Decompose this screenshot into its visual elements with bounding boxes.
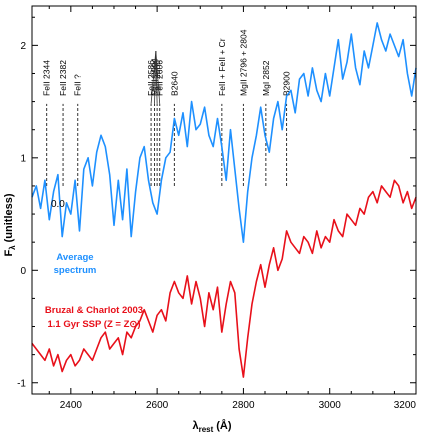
cluster-connector-line xyxy=(155,50,158,104)
line-marker-label: B2900 xyxy=(282,71,292,96)
x-tick-label: 2600 xyxy=(146,400,169,411)
line-marker: FeII 2600 xyxy=(152,60,162,186)
line-marker: FeII 2344 xyxy=(42,60,52,186)
feii-cluster-connector xyxy=(150,50,161,104)
x-axis-symbol: λ xyxy=(192,420,198,432)
line-marker: B2900 xyxy=(282,71,292,186)
line-marker: FeII 2586 xyxy=(146,60,156,186)
line-marker: B2640 xyxy=(169,71,179,186)
bruzual-charlot-label-line1: Bruzal & Charlot 2003 xyxy=(45,305,143,316)
axis-ticks: 2400 2600 2800 3000 3200 -1 0 1 2 xyxy=(17,6,417,411)
svg-text:λrest(Å): λrest (Å) xyxy=(192,419,231,434)
y-axis-label: Fλ (unitless) xyxy=(3,193,17,256)
line-marker-label: FeII + FeII + Cr xyxy=(217,38,227,96)
average-spectrum-label-line1: Average xyxy=(56,252,93,263)
line-marker-label: FeII 2600 xyxy=(152,60,162,96)
y-axis-unit: (unitless) xyxy=(3,193,15,242)
average-spectrum-line xyxy=(31,22,417,243)
line-marker-label: MnII 2594 xyxy=(150,58,160,96)
y-axis-subscript: λ xyxy=(8,245,17,250)
line-marker-label: FeII 2606 xyxy=(155,60,165,96)
y-tick-label: 2 xyxy=(20,41,26,52)
line-marker-label: MgI 2852 xyxy=(261,60,271,96)
line-marker: MgII 2796 + 2804 xyxy=(238,29,248,186)
line-marker-label: FeII ? xyxy=(73,74,83,96)
x-tick-label: 2800 xyxy=(232,400,255,411)
cluster-connector-line xyxy=(154,50,157,104)
x-tick-label: 3200 xyxy=(394,400,417,411)
bruzual-charlot-label-line2: 1.1 Gyr SSP (Z = Z⊙) xyxy=(47,319,140,330)
average-spectrum-label: Average spectrum xyxy=(54,252,97,276)
y-tick-label: 1 xyxy=(20,153,26,164)
line-marker: MnII 2594 xyxy=(150,58,160,186)
line-marker-label: FeII 2344 xyxy=(42,60,52,96)
x-axis-label: λrest (Å) xyxy=(192,419,231,434)
line-marker-label: MgII 2796 + 2804 xyxy=(238,29,248,96)
series-layer xyxy=(31,22,417,378)
average-spectrum-label-line2: spectrum xyxy=(54,265,97,276)
line-marker: FeII + FeII + Cr xyxy=(217,38,227,186)
line-marker: MgI 2852 xyxy=(261,60,271,186)
line-marker: FeII 2382 xyxy=(58,60,68,186)
x-axis-unit: (Å) xyxy=(216,419,232,432)
inline-tick-label: 0.0 xyxy=(51,199,65,210)
line-marker-label: B2640 xyxy=(169,71,179,96)
plot-frame xyxy=(31,5,417,395)
cluster-connector-line xyxy=(155,50,161,104)
y-axis-symbol: F xyxy=(3,250,15,257)
line-marker-label: FeII 2586 xyxy=(146,60,156,96)
line-marker-label: FeII 2382 xyxy=(58,60,68,96)
x-tick-label: 3000 xyxy=(319,400,342,411)
line-marker: FeII 2606 xyxy=(155,60,165,186)
y-tick-label: 0 xyxy=(20,266,26,277)
svg-text:Fλ(unitless): Fλ (unitless) xyxy=(3,193,17,256)
x-axis-subscript: rest xyxy=(199,425,214,434)
cluster-connector-line xyxy=(150,50,157,104)
x-tick-label: 2400 xyxy=(60,400,83,411)
line-marker: FeII ? xyxy=(73,74,83,186)
bruzual-charlot-label: Bruzal & Charlot 2003 1.1 Gyr SSP (Z = Z… xyxy=(45,305,143,330)
y-tick-label: -1 xyxy=(17,378,26,389)
bruzual-charlot-line xyxy=(31,179,417,378)
